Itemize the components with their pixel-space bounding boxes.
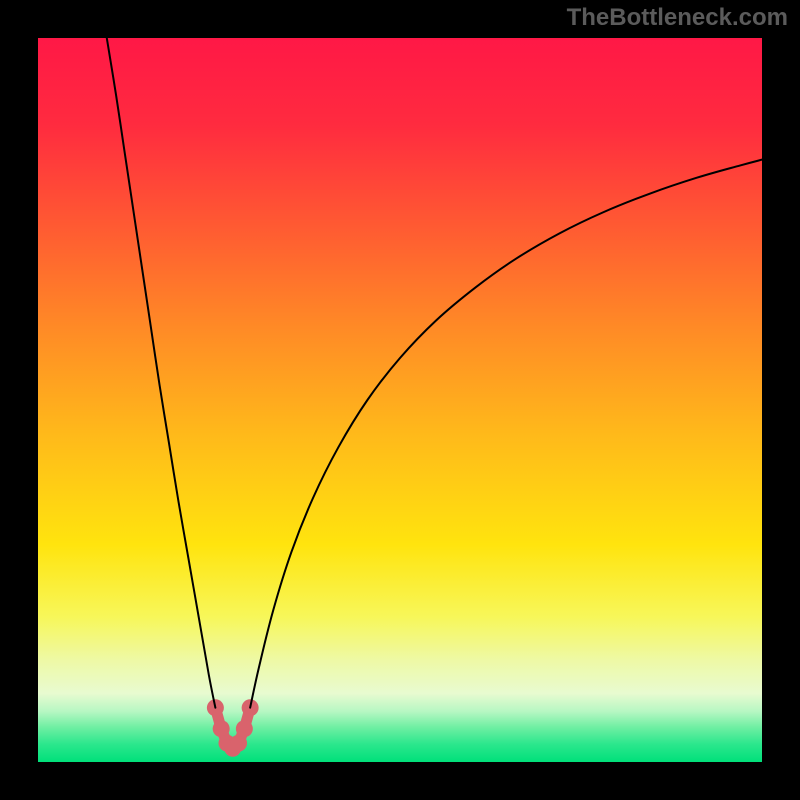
plot-background	[38, 38, 762, 762]
watermark-text: TheBottleneck.com	[567, 4, 788, 32]
marker-dot	[230, 735, 247, 752]
chart-frame: TheBottleneck.com	[0, 0, 800, 800]
marker-dot	[213, 720, 230, 737]
chart-svg	[0, 0, 800, 800]
marker-dot	[236, 720, 253, 737]
